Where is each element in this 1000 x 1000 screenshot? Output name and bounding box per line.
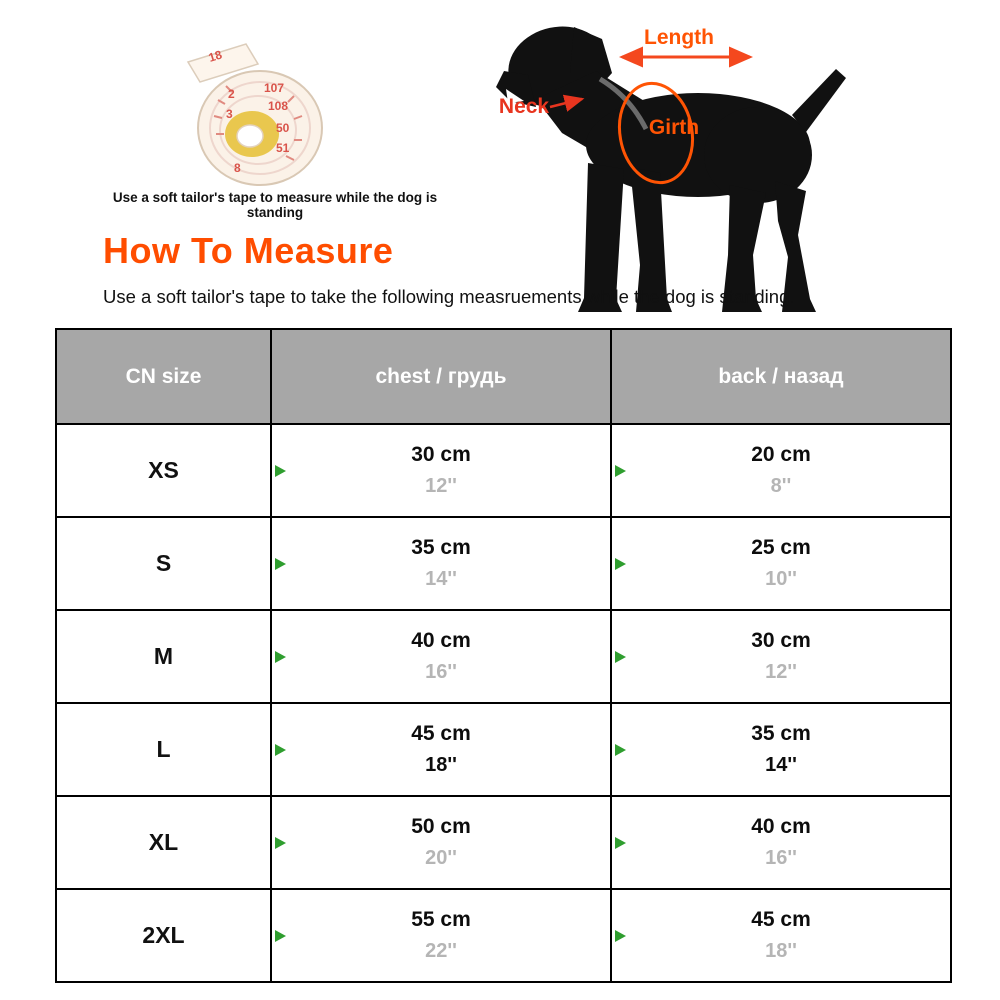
green-marker-icon [275, 743, 286, 756]
back-cm-value: 45 cm [751, 908, 811, 931]
chest-inch-value: 12'' [425, 475, 457, 497]
back-cell: 30 cm 12'' [610, 609, 952, 704]
back-cm-value: 40 cm [751, 815, 811, 838]
chest-cm-value: 30 cm [411, 443, 471, 466]
green-marker-icon [615, 650, 626, 663]
chest-cell: 35 cm 14'' [270, 516, 612, 611]
green-marker-icon [275, 929, 286, 942]
back-cell: 25 cm 10'' [610, 516, 952, 611]
dog-mouth-notch [506, 89, 524, 103]
chest-cm-value: 35 cm [411, 536, 471, 559]
tape-number: 2 [228, 87, 235, 101]
green-marker-icon [615, 836, 626, 849]
table-row: M 40 cm 16'' 30 cm 12'' [55, 609, 952, 704]
header-back: back / назад [610, 328, 952, 425]
tape-number: 51 [276, 141, 290, 155]
tape-roll: 18 107 108 2 3 50 51 8 [186, 43, 323, 186]
size-label: L [55, 702, 272, 797]
back-inch-value: 16'' [765, 847, 797, 869]
back-cm-value: 35 cm [751, 722, 811, 745]
neck-pointer [549, 94, 585, 112]
green-marker-icon [615, 743, 626, 756]
tape-number: 18 [207, 47, 224, 64]
back-inch-value: 12'' [765, 661, 797, 683]
length-label: Length [644, 26, 714, 49]
tape-number: 108 [268, 99, 288, 113]
table-row: 2XL 55 cm 22'' 45 cm 18'' [55, 888, 952, 983]
dog-front-leg [630, 167, 672, 312]
chest-inch-value: 16'' [425, 661, 457, 683]
back-cm-value: 20 cm [751, 443, 811, 466]
back-inch-value: 10'' [765, 568, 797, 590]
chest-inch-value: 22'' [425, 940, 457, 962]
back-cell: 20 cm 8'' [610, 423, 952, 518]
tape-number: 107 [264, 81, 284, 95]
page-subtitle: Use a soft tailor's tape to take the fol… [103, 286, 795, 307]
dog-rear-leg [775, 181, 816, 312]
header-cn-size: CN size [55, 328, 272, 425]
header-chest: chest / грудь [270, 328, 612, 425]
dog-muzzle [496, 71, 536, 107]
green-marker-icon [615, 929, 626, 942]
dog-rear-leg [722, 185, 766, 312]
dog-tail [792, 69, 846, 132]
chest-cell: 50 cm 20'' [270, 795, 612, 890]
size-label: XS [55, 423, 272, 518]
table-row: L 45 cm 18'' 35 cm 14'' [55, 702, 952, 797]
tape-measure-illustration: 18 107 108 2 3 50 51 8 [176, 40, 344, 192]
chest-inch-value: 14'' [425, 568, 457, 590]
tape-number: 8 [234, 161, 241, 175]
chest-cell: 45 cm 18'' [270, 702, 612, 797]
dog-silhouette [496, 26, 846, 312]
girth-ellipse [617, 81, 695, 185]
dog-measure-diagram: Length Neck Girth [470, 15, 870, 327]
back-cell: 40 cm 16'' [610, 795, 952, 890]
green-marker-icon [275, 836, 286, 849]
back-inch-value: 18'' [765, 940, 797, 962]
chest-cm-value: 55 cm [411, 908, 471, 931]
table-row: XS 30 cm 12'' 20 cm 8'' [55, 423, 952, 518]
dog-front-leg [578, 163, 624, 312]
back-cell: 45 cm 18'' [610, 888, 952, 983]
chest-cm-value: 40 cm [411, 629, 471, 652]
size-table: CN size chest / грудь back / назад XS 30… [55, 328, 952, 983]
dog-diagram-svg [496, 26, 846, 312]
table-row: XL 50 cm 20'' 40 cm 16'' [55, 795, 952, 890]
back-cm-value: 25 cm [751, 536, 811, 559]
neck-label: Neck [498, 95, 550, 118]
size-label: M [55, 609, 272, 704]
chest-cm-value: 45 cm [411, 722, 471, 745]
back-cell: 35 cm 14'' [610, 702, 952, 797]
chest-inch-value: 18'' [425, 754, 457, 776]
chest-inch-value: 20'' [425, 847, 457, 869]
green-marker-icon [275, 557, 286, 570]
table-header-row: CN size chest / грудь back / назад [55, 328, 952, 425]
green-marker-icon [615, 464, 626, 477]
green-marker-icon [275, 650, 286, 663]
table-row: S 35 cm 14'' 25 cm 10'' [55, 516, 952, 611]
chest-cell: 30 cm 12'' [270, 423, 612, 518]
green-marker-icon [275, 464, 286, 477]
green-marker-icon [615, 557, 626, 570]
tape-measure-icon: 18 107 108 2 3 50 51 8 [186, 43, 323, 186]
tape-number: 50 [276, 121, 290, 135]
chest-cell: 40 cm 16'' [270, 609, 612, 704]
chest-cm-value: 50 cm [411, 815, 471, 838]
back-inch-value: 8'' [770, 475, 792, 497]
chest-cell: 55 cm 22'' [270, 888, 612, 983]
page-title: How To Measure [103, 230, 394, 271]
tape-caption: Use a soft tailor's tape to measure whil… [112, 190, 438, 220]
size-label: 2XL [55, 888, 272, 983]
girth-label: Girth [648, 116, 700, 139]
tape-number: 3 [226, 107, 233, 121]
size-label: S [55, 516, 272, 611]
size-label: XL [55, 795, 272, 890]
back-inch-value: 14'' [765, 754, 797, 776]
dog-thigh [704, 107, 812, 203]
back-cm-value: 30 cm [751, 629, 811, 652]
